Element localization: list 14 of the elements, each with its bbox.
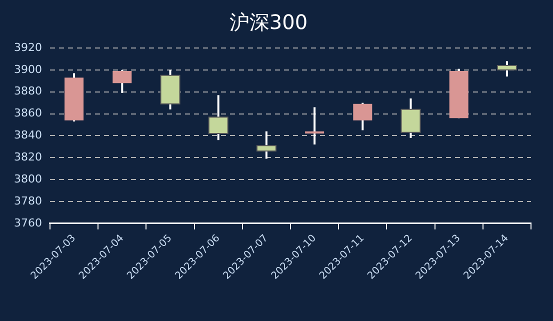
y-tick-label: 3760 <box>14 216 42 230</box>
chart-title: 沪深300 <box>229 10 308 34</box>
y-tick-label: 3840 <box>14 128 42 142</box>
candlestick <box>400 97 421 139</box>
y-tick-label: 3880 <box>14 84 42 98</box>
candlestick <box>112 68 132 94</box>
y-tick-label: 3780 <box>14 194 42 208</box>
y-tick-label: 3920 <box>14 40 42 54</box>
y-tick-label: 3860 <box>14 106 42 120</box>
y-tick-label: 3820 <box>14 150 42 164</box>
candlestick <box>305 106 324 146</box>
y-tick-label: 3800 <box>14 172 42 186</box>
y-tick-label: 3900 <box>14 62 42 76</box>
candlestick <box>353 102 372 132</box>
